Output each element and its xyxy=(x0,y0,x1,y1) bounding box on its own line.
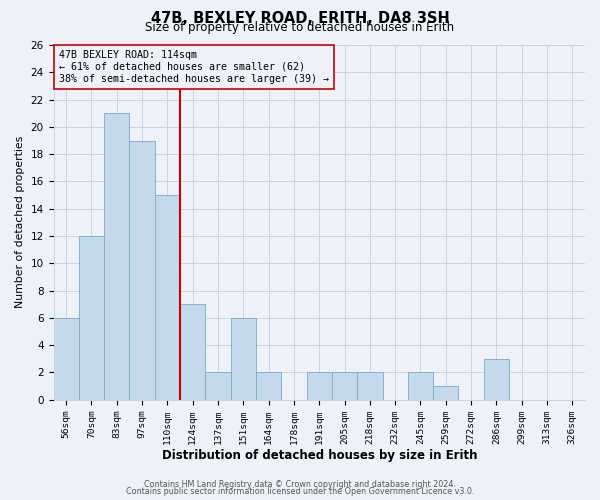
Bar xyxy=(155,195,180,400)
Text: Contains HM Land Registry data © Crown copyright and database right 2024.: Contains HM Land Registry data © Crown c… xyxy=(144,480,456,489)
Bar xyxy=(180,304,205,400)
Bar xyxy=(357,372,383,400)
Y-axis label: Number of detached properties: Number of detached properties xyxy=(15,136,25,308)
Bar xyxy=(205,372,230,400)
Bar xyxy=(408,372,433,400)
Bar xyxy=(130,140,155,400)
Bar xyxy=(104,113,130,400)
Bar xyxy=(433,386,458,400)
Text: 47B, BEXLEY ROAD, ERITH, DA8 3SH: 47B, BEXLEY ROAD, ERITH, DA8 3SH xyxy=(151,11,449,26)
Text: Size of property relative to detached houses in Erith: Size of property relative to detached ho… xyxy=(145,22,455,35)
Bar xyxy=(230,318,256,400)
Bar xyxy=(256,372,281,400)
Text: 47B BEXLEY ROAD: 114sqm
← 61% of detached houses are smaller (62)
38% of semi-de: 47B BEXLEY ROAD: 114sqm ← 61% of detache… xyxy=(59,50,329,84)
Bar xyxy=(332,372,357,400)
Bar xyxy=(53,318,79,400)
Bar xyxy=(484,359,509,400)
Bar xyxy=(307,372,332,400)
Bar xyxy=(79,236,104,400)
X-axis label: Distribution of detached houses by size in Erith: Distribution of detached houses by size … xyxy=(161,450,477,462)
Text: Contains public sector information licensed under the Open Government Licence v3: Contains public sector information licen… xyxy=(126,487,474,496)
